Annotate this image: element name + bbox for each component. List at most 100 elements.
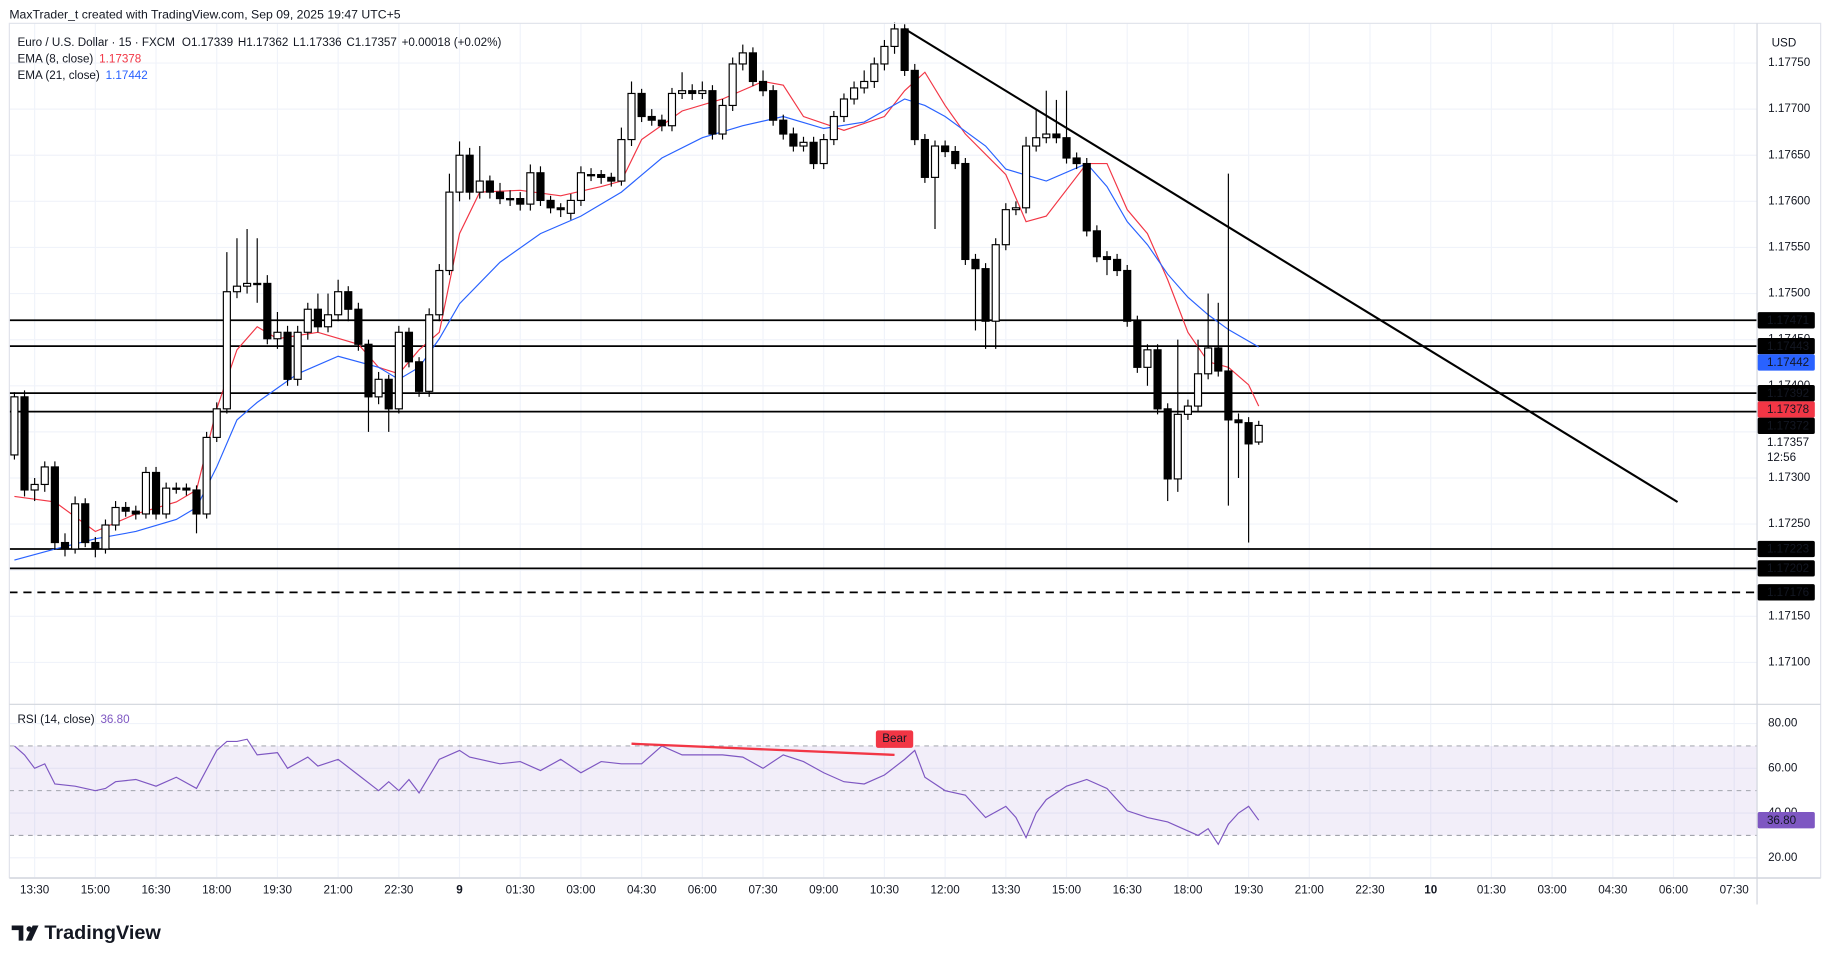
x-tick-label: 22:30 [384, 884, 414, 897]
countdown: 12:56 [1767, 451, 1796, 464]
candle-body [870, 63, 879, 83]
legend-name: RSI (14, close) [18, 713, 95, 726]
candle-body [172, 487, 181, 490]
candle-body [334, 291, 343, 316]
candle-body [323, 314, 333, 328]
x-tick-label: 10:30 [870, 884, 900, 897]
candle-body [162, 487, 171, 515]
candle-body [667, 92, 677, 127]
candle-body [1244, 422, 1253, 445]
candle-body [151, 471, 161, 515]
candle-body [293, 331, 302, 380]
x-tick-label: 06:00 [688, 884, 718, 897]
ohlc-value: 1.17357 [355, 36, 397, 49]
price-badge [1757, 560, 1815, 577]
candle-body [920, 138, 929, 178]
candle-body [1082, 162, 1091, 232]
candle-body [1102, 256, 1112, 261]
candle-body [40, 466, 49, 486]
rsi-line [14, 738, 1260, 846]
x-tick-label: 06:00 [1659, 884, 1689, 897]
x-tick-label: 16:30 [1113, 884, 1143, 897]
candle-body [121, 506, 130, 512]
ema-line [14, 71, 1260, 533]
candle-body [425, 314, 434, 392]
candle-body [849, 87, 859, 100]
candle-body [344, 291, 353, 310]
candle-body [678, 90, 687, 95]
candle-body [414, 361, 424, 392]
candle-body [182, 487, 191, 491]
candle-body [819, 138, 828, 165]
rsi-badge [1757, 812, 1815, 829]
trendline [904, 28, 1679, 503]
candle-body [485, 180, 494, 193]
candle-body [435, 269, 444, 316]
candle-body [1123, 269, 1132, 322]
price-badge-label: 1.17378 [1767, 403, 1809, 416]
candle-body [708, 90, 717, 135]
x-tick-label: 01:30 [506, 884, 536, 897]
candle-body [91, 541, 100, 550]
y-tick-label: 1.17750 [1768, 56, 1811, 69]
x-tick-label: 04:30 [1598, 884, 1628, 897]
candle-body [1143, 349, 1152, 368]
candle-body [101, 524, 110, 550]
candle-body [202, 436, 211, 515]
candle-body [900, 28, 909, 71]
x-tick-label: 13:30 [20, 884, 50, 897]
candle-body [141, 471, 151, 515]
legend-rsi: RSI (14, close) 36.80 [18, 713, 131, 726]
candle-body [617, 138, 626, 182]
candle-body [445, 191, 454, 272]
candle-body [799, 141, 808, 147]
price-badge [1757, 434, 1815, 466]
candle-body [1224, 370, 1233, 421]
logo-text: TradingView [44, 922, 161, 944]
ohlc-label: H [238, 36, 246, 49]
x-tick-label: 19:30 [1234, 884, 1264, 897]
logo-icon [26, 926, 32, 932]
ohlc-label: C [346, 36, 354, 49]
y-tick-label: 1.17100 [1768, 656, 1811, 669]
x-tick-label: 18:00 [1173, 884, 1203, 897]
ohlc-value: 1.17336 [300, 36, 342, 49]
legend-ema: EMA (21, close) 1.17442 [18, 69, 148, 82]
x-tick-label: 15:00 [1052, 884, 1082, 897]
y-tick-label: 20.00 [1768, 851, 1798, 864]
symbol: Euro / U.S. Dollar · 15 · FXCM [18, 36, 175, 49]
candle-body [769, 90, 778, 121]
candle-body [71, 503, 80, 550]
candle-body [50, 466, 59, 544]
rsi-badge-label: 36.80 [1767, 814, 1797, 827]
change: +0.00018 (+0.02%) [402, 36, 502, 49]
candle-body [586, 174, 596, 177]
candle-body [930, 145, 940, 178]
candle-body [283, 331, 292, 380]
price-badge-label: 1.17471 [1767, 314, 1809, 327]
candle-body [688, 90, 697, 95]
candle-body [556, 207, 565, 211]
divergence-line [631, 742, 895, 757]
legend-name: EMA (21, close) [18, 69, 100, 82]
candle-body [1072, 157, 1081, 165]
attribution: MaxTrader_t created with TradingView.com… [9, 7, 400, 21]
candle-body [212, 408, 221, 439]
x-tick-label: 21:00 [1295, 884, 1325, 897]
candle-body [1133, 320, 1142, 368]
candle-body [839, 98, 849, 118]
candle-body [313, 308, 322, 328]
y-tick-label: 1.17300 [1768, 471, 1811, 484]
price-badge-label: 1.17442 [1767, 356, 1809, 369]
candle-body [789, 133, 798, 147]
y-tick-label: 1.17650 [1768, 148, 1811, 161]
divergence-label-box [875, 730, 914, 748]
price-badge-label: 1.17202 [1767, 562, 1809, 575]
candle-body [779, 119, 788, 135]
candle-body [81, 503, 90, 544]
legend-name: EMA (8, close) [18, 53, 94, 66]
candle-body [809, 141, 818, 165]
x-tick-label: 10 [1424, 884, 1437, 897]
axis: 1.171001.171501.172001.172501.173001.173… [20, 56, 1815, 897]
